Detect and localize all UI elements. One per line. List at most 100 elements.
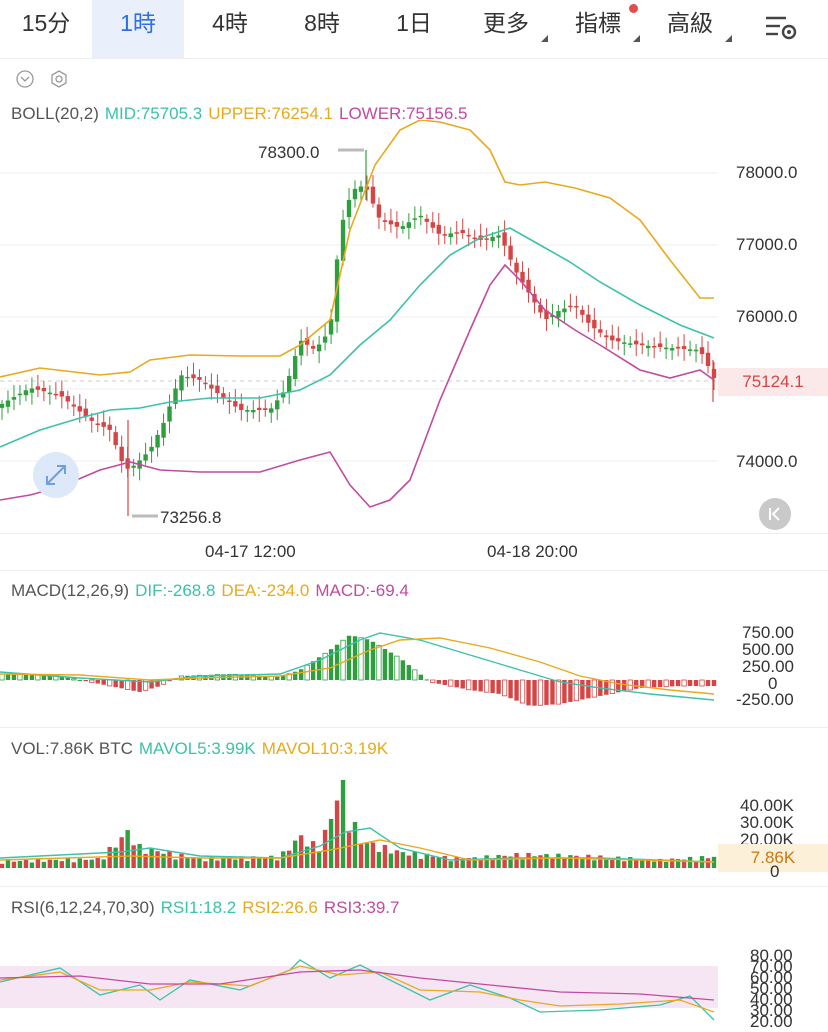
candle-body (209, 384, 214, 389)
macd-tick-neg250: -250.00 (736, 690, 794, 709)
volume-bar (514, 852, 519, 868)
candle-body (191, 374, 196, 379)
candle-body (574, 306, 579, 308)
volume-bar (550, 858, 555, 868)
volume-bar (65, 858, 71, 868)
macd-bar (675, 680, 681, 687)
vol-legend: VOL:7.86K BTC MAVOL5:3.99K MAVOL10:3.19K (11, 739, 394, 759)
macd-tick-250: 250.00 (742, 657, 794, 676)
candle-body (616, 338, 621, 342)
candle-body (693, 349, 699, 352)
volume-bar (143, 853, 148, 868)
candle-body (101, 422, 106, 427)
candle-body (556, 311, 561, 318)
volume-bar (592, 860, 597, 868)
candle-body (514, 262, 519, 273)
candle-body (496, 235, 501, 238)
candlestick-chart[interactable] (0, 120, 718, 532)
macd-bar (59, 676, 65, 680)
volume-bar (436, 857, 441, 868)
candle-body (352, 188, 358, 200)
tab-advanced[interactable]: 高級 (644, 0, 736, 58)
tab-15m[interactable]: 15分 (21, 10, 71, 36)
macd-bar (101, 680, 106, 685)
candle-body (304, 337, 310, 345)
volume-bar (286, 850, 292, 868)
volume-bar (484, 855, 489, 868)
macd-bar (586, 680, 591, 699)
scroll-to-latest-button[interactable] (759, 498, 791, 530)
vol-tick-40k: 40.00K (740, 796, 794, 815)
settings-small-icon[interactable] (50, 70, 68, 88)
macd-bar (544, 680, 549, 705)
settings-icon[interactable] (764, 12, 800, 44)
tab-indicators[interactable]: 指標 (552, 0, 644, 58)
candle-body (657, 343, 663, 348)
rsi-name: RSI(6,12,24,70,30) (11, 898, 155, 917)
volume-bar (251, 856, 256, 868)
expand-button[interactable] (33, 452, 79, 498)
candle-body (640, 343, 645, 346)
macd-bar (358, 637, 364, 681)
volume-bar (580, 858, 585, 868)
volume-bar (400, 852, 406, 868)
tab-1d[interactable]: 1日 (396, 10, 432, 36)
macd-bar (550, 680, 555, 705)
high-marker (338, 148, 364, 152)
collapse-icon[interactable] (16, 70, 34, 88)
tab-4h[interactable]: 4時 (212, 10, 248, 36)
candle-body (526, 279, 531, 293)
tab-8h[interactable]: 8時 (304, 10, 340, 36)
expand-icon (46, 465, 66, 485)
candle-body (298, 340, 304, 356)
candle-body (77, 406, 82, 412)
macd-bar (400, 660, 406, 680)
candle-body (604, 335, 609, 338)
candle-body (155, 434, 160, 448)
candle-body (346, 199, 352, 218)
macd-legend: MACD(12,26,9) DIF:-268.8 DEA:-234.0 MACD:-6… (11, 581, 415, 601)
macd-bar (95, 680, 100, 684)
volume-bar (53, 859, 59, 868)
candle-body (550, 315, 555, 318)
last-price-tag: 75124.1 (718, 368, 828, 396)
macd-bar (107, 679, 113, 687)
volume-bar (125, 830, 130, 868)
macd-bar (478, 680, 483, 692)
macd-bar (155, 680, 160, 687)
macd-bar (340, 639, 346, 681)
candle-body (185, 376, 190, 379)
macd-name: MACD(12,26,9) (11, 581, 130, 600)
volume-bar (681, 859, 687, 868)
divider (0, 533, 828, 534)
macd-bar (292, 671, 298, 680)
macd-chart (0, 632, 717, 706)
vol-ma10: MAVOL10:3.19K (261, 739, 389, 758)
macd-value: MACD:-69.4 (315, 581, 409, 600)
volume-bar (412, 851, 418, 868)
macd-bar (562, 680, 567, 704)
candle-body (340, 219, 346, 261)
volume-bar (209, 857, 214, 868)
tab-more[interactable]: 更多 (460, 0, 552, 58)
candle-body (221, 393, 226, 398)
divider (0, 570, 828, 571)
rsi-tick-80: 80.00 (750, 946, 793, 965)
macd-bar (17, 674, 23, 681)
candle-body (179, 375, 184, 391)
boll-lower: LOWER:75156.5 (338, 104, 468, 123)
volume-bar (191, 857, 196, 868)
volume-bar (83, 859, 88, 868)
tab-1h[interactable]: 1時 (92, 0, 184, 58)
candle-body (490, 236, 495, 242)
macd-bar (71, 678, 77, 681)
volume-bar (657, 858, 663, 868)
candle-body (520, 271, 525, 283)
volume-bar (538, 855, 543, 868)
volume-bar (544, 854, 549, 868)
macd-bar (532, 680, 537, 706)
macd-bar (11, 674, 17, 680)
macd-bar (448, 679, 454, 687)
macd-bar (604, 680, 609, 695)
macd-bar (555, 679, 562, 705)
